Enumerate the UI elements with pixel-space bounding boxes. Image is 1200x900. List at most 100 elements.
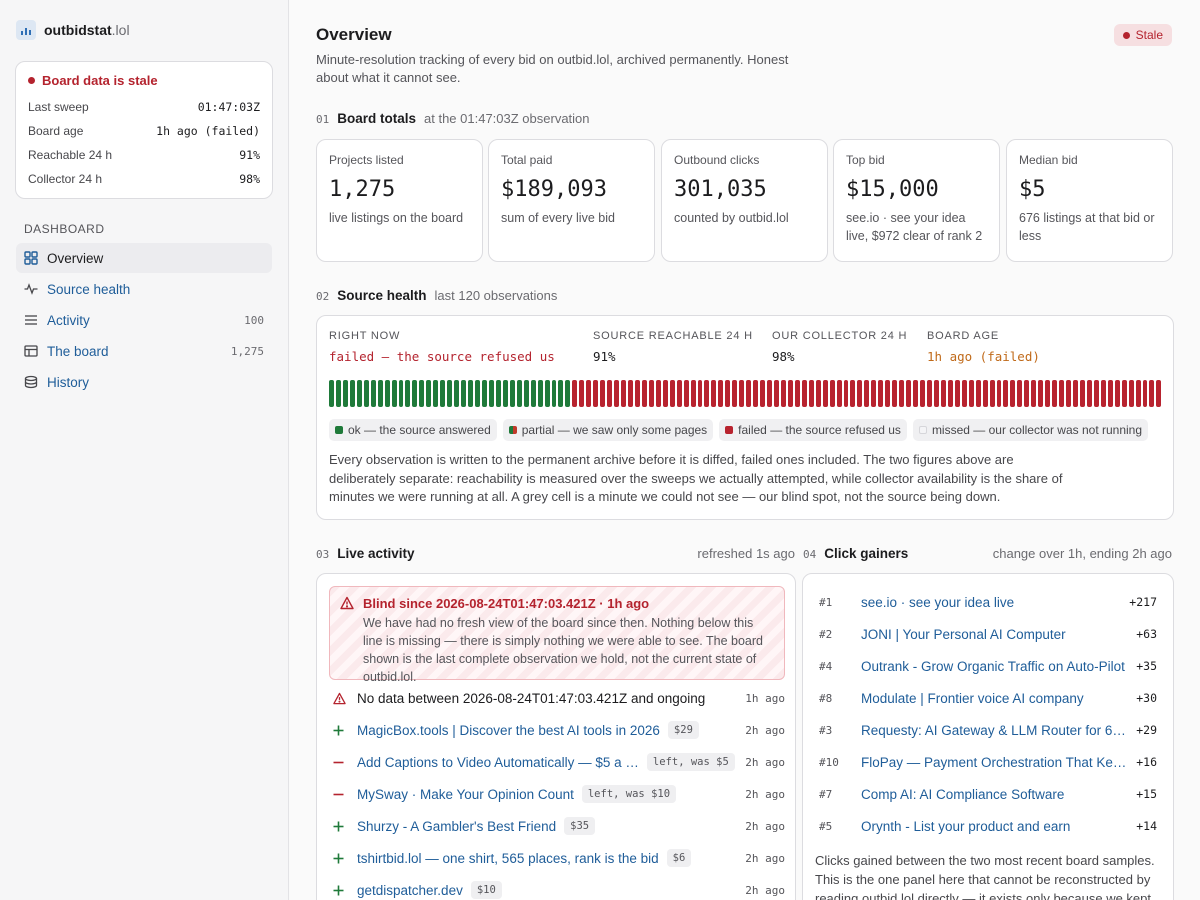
observation-cell-failed [913, 380, 919, 407]
gainer-link[interactable]: Requesty: AI Gateway & LLM Router for 6… [861, 722, 1126, 738]
observation-cell-failed [648, 380, 654, 407]
gainer-link[interactable]: Comp AI: AI Compliance Software [861, 786, 1065, 802]
legend-label: partial — we saw only some pages [521, 423, 708, 437]
observation-cell-failed [621, 380, 626, 407]
sidebar-item-count: 100 [244, 313, 264, 327]
sidebar-item-the-board[interactable]: The board 1,275 [16, 336, 272, 366]
observation-cell-failed [822, 380, 828, 407]
activity-link[interactable]: Add Captions to Video Automatically — $5… [357, 754, 639, 770]
observation-cell-failed [961, 380, 967, 407]
bid-tag: $35 [564, 817, 596, 835]
gainer-delta: +15 [1136, 787, 1157, 801]
observation-cell-ok [356, 380, 362, 407]
bid-tag: $6 [666, 849, 692, 867]
activity-time: 2h ago [745, 851, 785, 865]
sidebar-item-history[interactable]: History [16, 367, 272, 397]
sidebar-item-source-health[interactable]: Source health [16, 274, 272, 304]
legend-swatch [508, 426, 517, 434]
observation-cell-failed [690, 380, 696, 407]
minus-icon [329, 757, 357, 768]
activity-link[interactable]: MySway · Make Your Opinion Count [357, 786, 574, 802]
observation-cell-ok [461, 380, 467, 407]
health-col-right-now: RIGHT NOW failed — the source refused us [329, 330, 555, 364]
observation-cell-failed [669, 380, 675, 407]
health-col-value: 1h ago (failed) [927, 349, 1040, 364]
observation-cell-ok [447, 380, 453, 407]
observation-cell-failed [920, 380, 925, 407]
bid-tag: $10 [470, 881, 502, 899]
stat-card-projects: Projects listed 1,275 live listings on t… [316, 139, 483, 262]
observation-cell-failed [711, 380, 717, 407]
activity-row: Add Captions to Video Automatically — $5… [329, 748, 785, 776]
observation-cell-failed [753, 380, 759, 407]
observation-cell-failed [1100, 380, 1106, 407]
activity-link[interactable]: tshirtbid.lol — one shirt, 565 places, r… [357, 850, 659, 866]
bid-tag: left, was $5 [646, 753, 735, 771]
observation-cell-ok [551, 380, 557, 407]
gainer-link[interactable]: FloPay — Payment Orchestration That Kee… [861, 754, 1129, 770]
observation-cell-ok [384, 380, 390, 407]
observation-cell-ok [488, 380, 494, 407]
database-icon [24, 375, 38, 389]
legend-swatch [918, 426, 927, 434]
status-row-label: Board age [28, 124, 84, 138]
click-gainers-card: #1 see.io · see your idea live +217 #2 JONI… [802, 573, 1174, 900]
sidebar-item-label: Source health [47, 281, 131, 297]
sidebar: outbidstat.lol Board data is stale Last … [0, 0, 289, 900]
activity-link[interactable]: MagicBox.tools | Discover the best AI to… [357, 722, 660, 738]
stat-value: $5 [1019, 177, 1046, 202]
gainer-link[interactable]: JONI | Your Personal AI Computer [861, 626, 1066, 642]
observation-cell-failed [975, 380, 981, 407]
observation-cell-ok [377, 380, 383, 407]
gainer-link[interactable]: Orynth - List your product and earn [861, 818, 1071, 834]
observation-cell-failed [586, 380, 592, 407]
section-number: 04 [803, 548, 817, 561]
activity-time: 2h ago [745, 755, 785, 769]
section-number: 03 [316, 548, 330, 561]
activity-link[interactable]: Shurzy - A Gambler's Best Friend [357, 818, 557, 834]
status-badge: Stale [1113, 24, 1172, 46]
activity-row: No data between 2026-08-24T01:47:03.421Z… [329, 684, 785, 712]
status-row-label: Collector 24 h [28, 172, 103, 186]
plus-icon [329, 821, 357, 832]
observation-cell-failed [885, 380, 891, 407]
health-col-value: failed — the source refused us [329, 349, 555, 364]
section-number: 02 [316, 290, 330, 303]
observation-cell-ok [544, 380, 550, 407]
gainer-row: #1 see.io · see your idea live +217 [819, 586, 1157, 618]
observation-cell-failed [857, 380, 863, 407]
observation-cell-failed [933, 380, 939, 407]
gainer-rank: #5 [819, 819, 833, 833]
status-card: Board data is stale Last sweep 01:47:03Z … [15, 61, 273, 199]
stat-card-total-paid: Total paid $189,093 sum of every live bi… [488, 139, 655, 262]
observation-cell-failed [794, 380, 800, 407]
observation-cell-ok [523, 380, 529, 407]
observation-cell-failed [1149, 380, 1155, 407]
bid-tag: $29 [667, 721, 699, 739]
gainer-link[interactable]: see.io · see your idea live [861, 594, 1015, 610]
observation-cell-failed [760, 380, 766, 407]
observation-cell-failed [1059, 380, 1065, 407]
observation-cell-failed [787, 380, 793, 407]
observation-cell-failed [1086, 380, 1092, 407]
observation-cell-ok [502, 380, 508, 407]
activity-time: 2h ago [745, 723, 785, 737]
observation-cell-failed [683, 380, 689, 407]
observation-cell-failed [1156, 380, 1162, 407]
stat-note: live listings on the board [329, 211, 464, 225]
gainer-delta: +16 [1136, 755, 1157, 769]
gainer-delta: +14 [1136, 819, 1157, 833]
sidebar-item-activity[interactable]: Activity 100 [16, 305, 272, 335]
brand[interactable]: outbidstat.lol [16, 20, 130, 40]
status-badge-label: Stale [1135, 28, 1163, 42]
bar-chart-logo-icon [16, 20, 36, 40]
sidebar-item-overview[interactable]: Overview [16, 243, 272, 273]
gainer-delta: +30 [1136, 691, 1157, 705]
gainer-link[interactable]: Outrank - Grow Organic Traffic on Auto-P… [861, 658, 1125, 674]
activity-link[interactable]: getdispatcher.dev [357, 882, 463, 898]
stat-card-outbound-clicks: Outbound clicks 301,035 counted by outbi… [661, 139, 828, 262]
observation-cell-failed [697, 380, 703, 407]
health-legend: ok — the source answered partial — we sa… [329, 419, 1149, 441]
gainer-link[interactable]: Modulate | Frontier voice AI company [861, 690, 1084, 706]
observation-cell-failed [780, 380, 786, 407]
